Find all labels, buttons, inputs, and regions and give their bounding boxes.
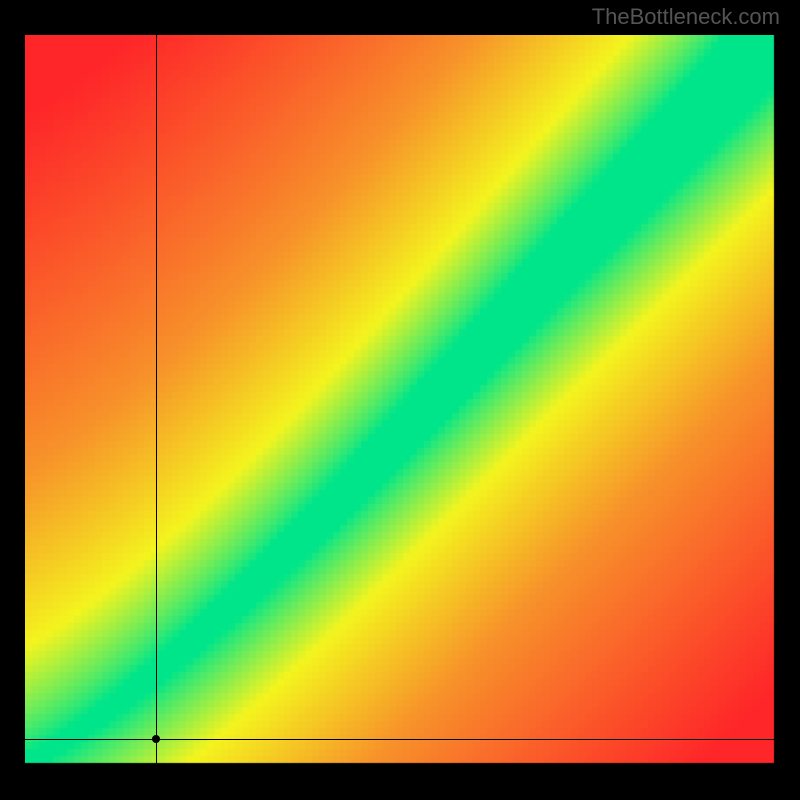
crosshair-horizontal bbox=[25, 739, 775, 740]
watermark-text: TheBottleneck.com bbox=[592, 4, 780, 30]
crosshair-marker bbox=[152, 735, 160, 743]
crosshair-vertical bbox=[156, 35, 157, 765]
heatmap-canvas bbox=[25, 35, 775, 765]
heatmap-plot bbox=[25, 35, 775, 765]
